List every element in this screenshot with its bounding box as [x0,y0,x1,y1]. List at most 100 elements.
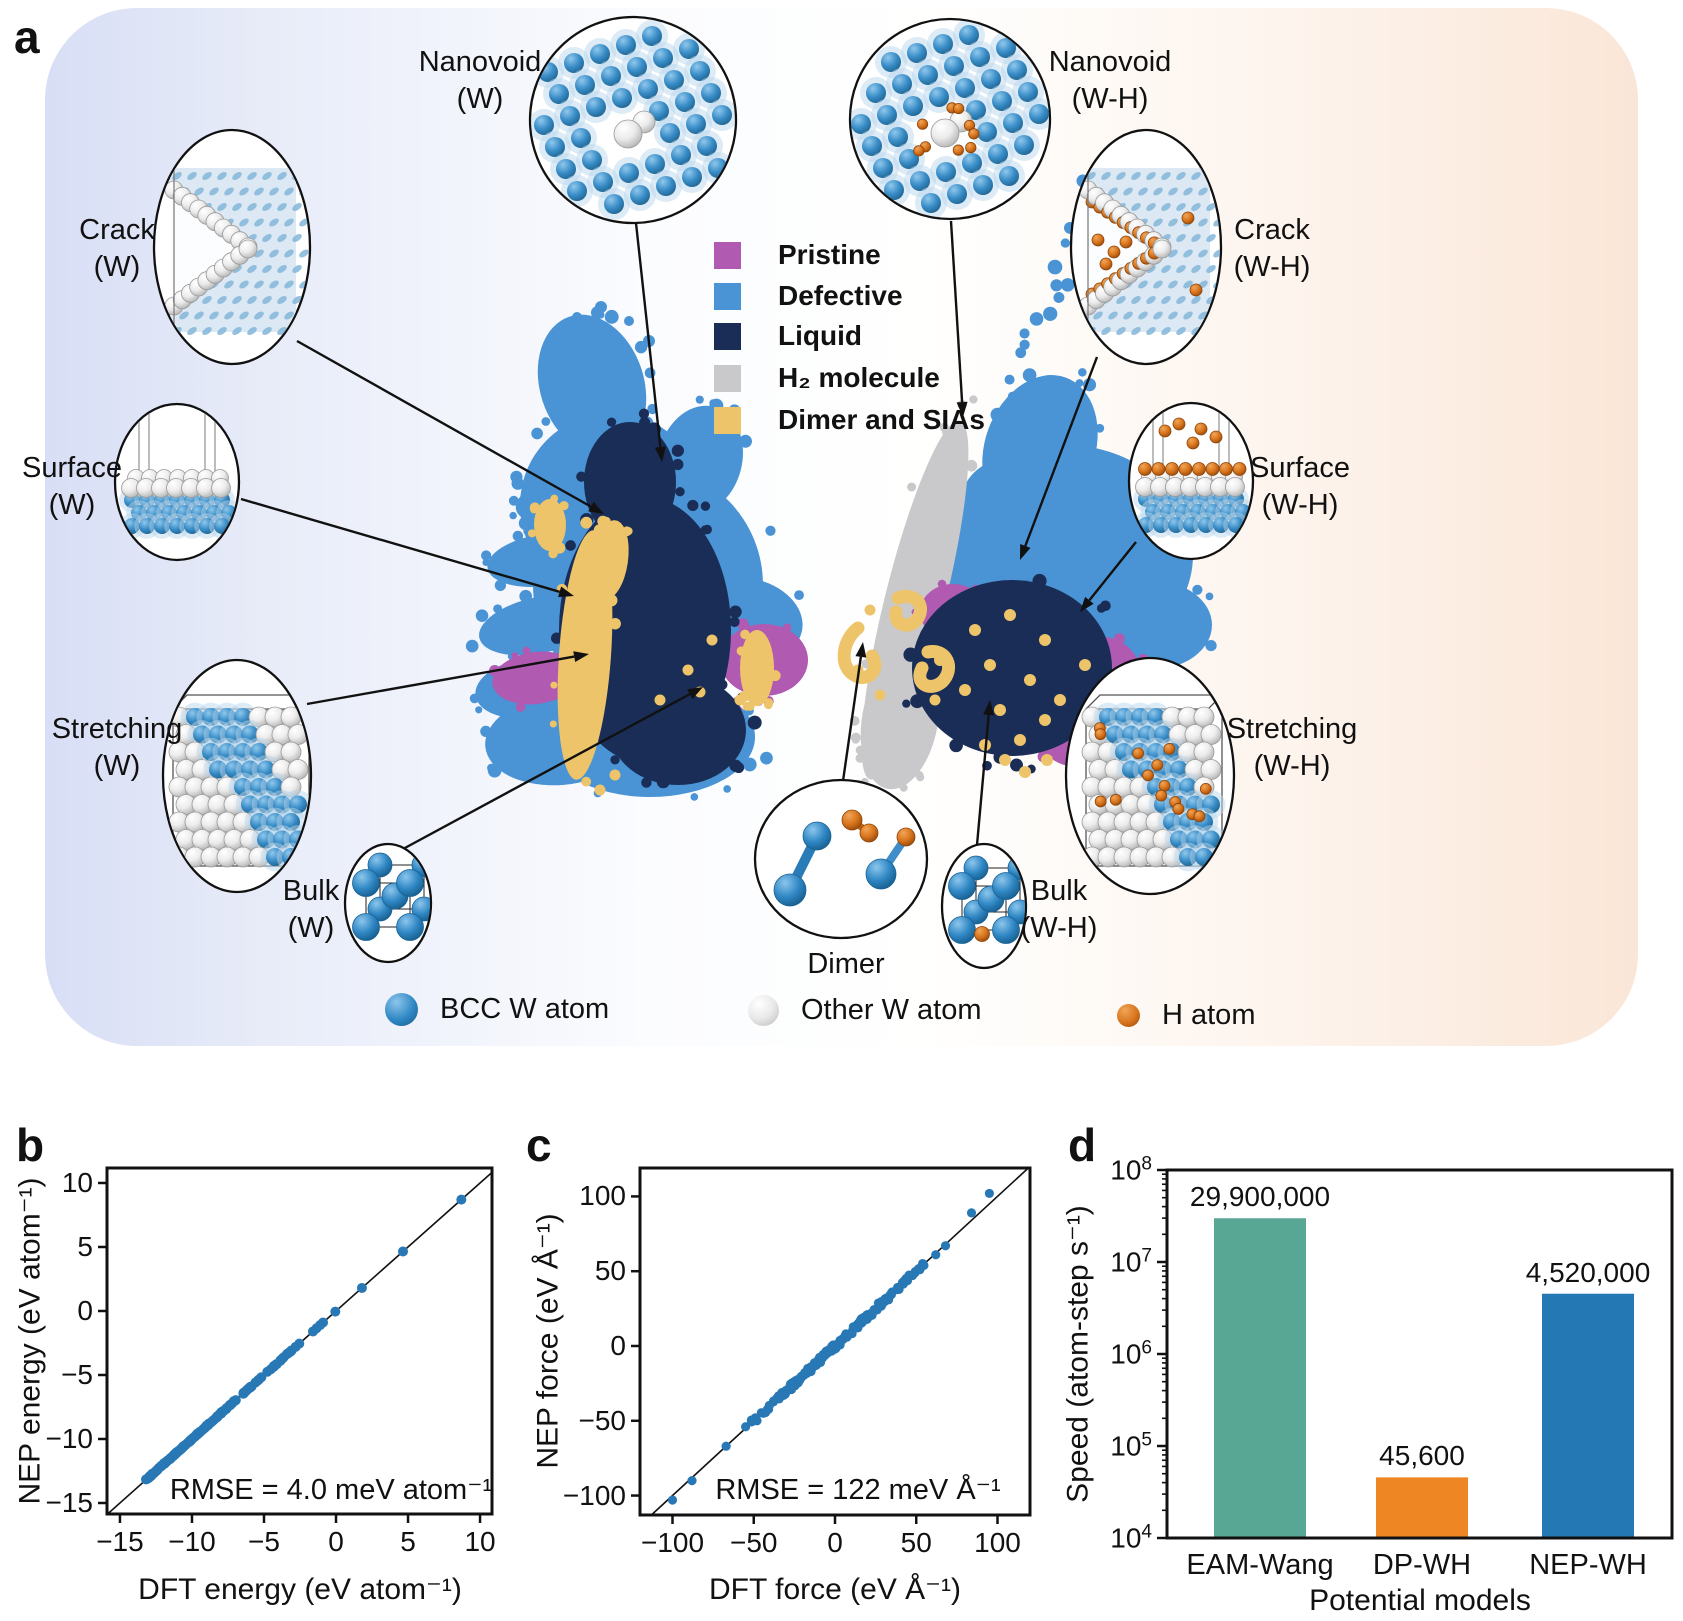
cluster-dot [671,444,684,457]
data-point [764,1400,774,1411]
cluster-dot [965,459,978,472]
structure-label-line: (W) [287,912,335,944]
w-atom [560,106,580,126]
lattice-atom [247,203,257,211]
w-atom [999,166,1019,186]
cluster-dot [999,754,1011,766]
w-atom [992,916,1020,944]
h-atom [1132,747,1145,760]
cluster-dot [672,458,684,471]
legend-item-defective: Defective [714,280,903,312]
lattice-atom [1206,327,1216,335]
structure-label-line: (W-H) [1261,489,1339,521]
atom-legend-bcc-w: BCC W atom [385,993,609,1026]
cluster-dot [515,702,526,712]
h-atom [1151,759,1164,772]
lattice-atom [194,187,204,196]
y-tick-label: −5 [61,1358,93,1390]
w-atom [649,101,669,121]
cluster-dot [979,481,989,491]
cluster-dot [717,679,728,690]
cluster-blob [610,675,746,785]
lattice-atom [262,327,272,335]
structure-label-surface-wh: Surface (W-H) [1250,450,1350,524]
cluster-dot [969,624,981,636]
h-atom [1194,422,1208,436]
cluster-dot [765,525,776,536]
cluster-dot [987,511,1002,526]
h-atom [1186,436,1200,450]
w-atom [988,144,1008,164]
cluster-dot [511,652,519,660]
legend-swatch-defective [714,282,741,310]
bar-EAM-Wang [1214,1218,1306,1538]
cluster-dot [734,694,746,706]
cluster-dot [702,672,713,684]
cluster-dot [1113,633,1125,645]
lattice-atom [224,280,234,289]
lattice-atom [1191,172,1201,180]
cluster-dot [518,516,533,531]
lattice-atom [1191,296,1201,304]
cluster-dot [657,521,670,534]
w-atom [977,122,997,142]
cluster-dot [638,539,648,549]
lattice-atom [277,172,287,180]
cluster-dot [709,399,717,407]
data-point [867,1308,877,1318]
lattice-atom [1153,311,1163,320]
w-atom [686,114,706,134]
cluster-dot [585,564,594,573]
y-tick-label: −100 [562,1479,626,1511]
cluster-dot [935,465,945,475]
cluster-dot [1050,279,1063,292]
crack-opening [170,188,250,308]
cluster-dot [723,785,731,793]
arrow-line [841,656,863,782]
cluster-dot [1060,278,1075,292]
lattice-atom [1213,249,1220,258]
w-atom [992,872,1020,900]
w-atom [701,83,721,103]
lattice-atom [1213,218,1220,227]
cluster-dot [594,784,606,796]
h-atom [1189,283,1203,297]
cluster-dot [1205,592,1214,601]
lattice-atom [1116,327,1126,335]
cluster-dot [700,501,711,511]
legend-label: Defective [778,280,903,311]
cluster-dot [1205,639,1217,652]
cluster-dot [1089,584,1101,596]
panel-b-y-title: NEP energy (eV atom⁻¹) [13,1177,47,1505]
cluster-dot [510,470,523,483]
w-atom [545,137,565,157]
data-point [147,1468,158,1479]
w-atom [966,100,986,120]
cluster-dot [487,763,502,778]
cluster-dot [585,347,595,357]
cluster-dot [897,742,906,751]
w-atom [367,852,393,878]
structure-label-line: (W-H) [1233,251,1311,283]
y-tick-label: 105 [1110,1429,1152,1462]
cluster-dot [550,494,559,503]
data-point [397,1246,408,1257]
cluster-dot [618,398,629,408]
lattice-atom [277,203,287,211]
lattice-atom [1168,311,1178,320]
h-atom [1094,795,1107,808]
arrow-line [1024,356,1099,547]
y-tick-label: 10 [61,1166,93,1198]
lattice-atom [1206,203,1216,211]
w-atom-other [287,759,309,780]
w-atom [865,858,897,890]
structure-label-line: Crack [1234,214,1310,246]
lattice-atom [1161,327,1171,335]
atom-legend-label: H atom [1162,999,1256,1031]
w-atom [352,869,380,897]
bar-category-eam-wang: EAM-Wang [1186,1549,1334,1581]
cluster-dot [481,550,492,561]
cluster-dot [769,670,781,682]
h-atom [968,128,980,140]
h-atom [1193,810,1206,823]
